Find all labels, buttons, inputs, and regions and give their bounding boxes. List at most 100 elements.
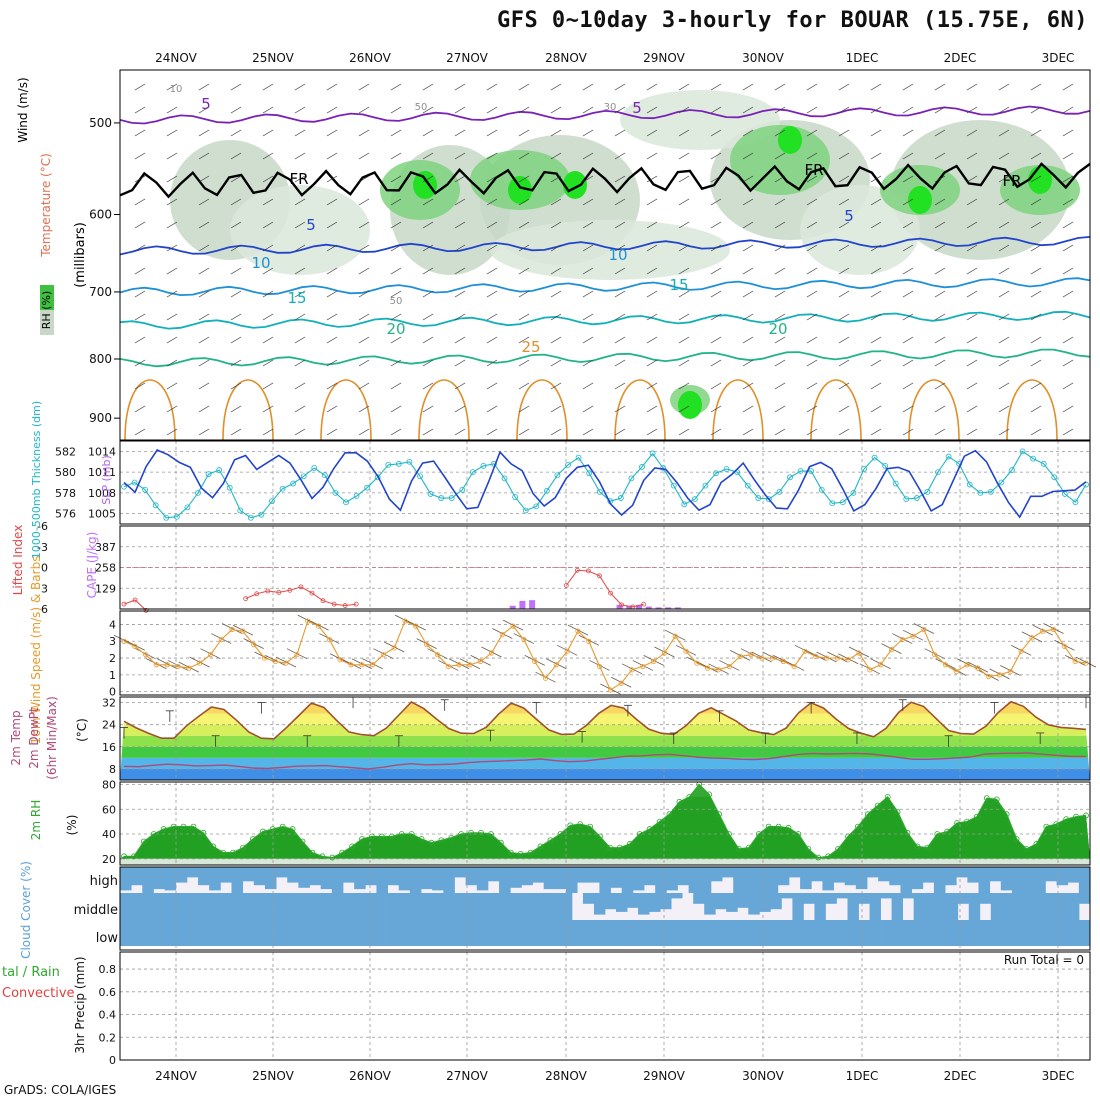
upper-wind-barb [166, 129, 178, 137]
cloud-bar [649, 893, 661, 912]
panel-frame [119, 440, 1091, 525]
upper-wind-barb [774, 313, 786, 321]
contour-label: 20 [768, 320, 787, 338]
upper-wind-barb [518, 382, 530, 390]
panel-frame [119, 525, 1091, 610]
upper-wind-barb [230, 83, 242, 91]
upper-wind-barb [678, 405, 690, 413]
cloud-bar [527, 893, 540, 920]
cloud-bar [803, 920, 815, 946]
cloud-bar [582, 920, 595, 946]
cloud-bar [748, 893, 760, 915]
upper-wind-barb [198, 267, 210, 275]
upper-wind-barb [550, 221, 562, 229]
upper-wind-barb [646, 313, 658, 321]
upper-wind-barb [646, 290, 658, 298]
upper-wind-barb [838, 405, 850, 413]
upper-wind-barb [934, 221, 946, 229]
wind-speed-line-marker [315, 623, 322, 629]
cloud-bar [521, 867, 533, 886]
cloud-bar [1067, 867, 1080, 883]
upper-wind-barb [134, 129, 146, 137]
upper-wind-barb [134, 198, 146, 206]
cloud-bar [792, 920, 804, 946]
surface-wind-barb [319, 633, 340, 644]
upper-wind-barb [294, 244, 306, 252]
upper-wind-barb [262, 405, 274, 413]
upper-wind-barb [934, 129, 946, 137]
upper-wind-barb [454, 129, 466, 137]
upper-wind-barb [198, 290, 210, 298]
upper-wind-barb [998, 313, 1010, 321]
thickness-line-marker [205, 471, 212, 478]
wind-speed-line-marker [478, 658, 484, 665]
upper-wind-barb [326, 221, 338, 229]
thickness-line-marker [216, 467, 223, 473]
cloud-bar [242, 867, 255, 882]
rh-line-marker [369, 833, 375, 840]
upper-wind-barb [198, 359, 210, 367]
upper-wind-barb [838, 106, 850, 114]
wind-speed-line-marker [532, 658, 538, 665]
upper-wind-barb [134, 405, 146, 413]
upper-wind-barb [966, 198, 978, 206]
upper-wind-barb [870, 244, 882, 252]
cloud-bar [836, 920, 848, 946]
isotherm-line [119, 310, 1091, 330]
upper-wind-barb [742, 290, 754, 298]
top-date-label: 30NOV [742, 51, 784, 65]
upper-wind-barb [390, 175, 402, 183]
upper-wind-barb [134, 152, 146, 160]
upper-wind-barb [870, 221, 882, 229]
rh-line-marker [230, 849, 236, 856]
upper-wind-barb [806, 336, 818, 344]
cloud-bar [616, 893, 628, 912]
panel-frame [119, 866, 1091, 951]
upper-wind-barb [294, 428, 306, 436]
rh-high-shading [678, 391, 702, 419]
cloud-bar [318, 893, 330, 920]
cloud-bar [833, 867, 846, 883]
contour-label: 10 [170, 84, 183, 95]
wind-speed-line-marker [434, 652, 441, 658]
upper-wind-barb [934, 313, 946, 321]
temperature-line [123, 700, 1087, 740]
thickness-tick-label: 580 [55, 466, 76, 479]
cloud-bar [1045, 893, 1058, 920]
wind-speed-line-marker [878, 662, 884, 668]
surface-wind-barb [967, 661, 989, 673]
upper-wind-barb [710, 106, 722, 114]
upper-wind-barb [294, 175, 306, 183]
upper-wind-barb [646, 336, 658, 344]
upper-wind-barb [614, 106, 626, 114]
upper-wind-barb [454, 290, 466, 298]
cloud-bar [990, 893, 1003, 920]
upper-wind-barb [1062, 198, 1074, 206]
wind-speed-line-marker [640, 663, 646, 670]
rh-line-marker [795, 831, 802, 837]
upper-wind-barb [1062, 83, 1074, 91]
upper-wind-barb [934, 83, 946, 91]
wind-speed-line-marker [1072, 658, 1078, 665]
cloud-bar [443, 867, 455, 893]
thickness-line-marker [913, 495, 920, 501]
cloud-bar [902, 893, 915, 899]
upper-wind-barb [358, 290, 370, 298]
wind-speed-line-marker [424, 641, 430, 648]
cape-axis-label: CAPE (J/kg) [85, 532, 99, 599]
upper-wind-barb [966, 290, 978, 298]
thickness-line-marker [300, 473, 307, 480]
cloud-bar [120, 893, 132, 920]
lifted-index-line-marker [342, 603, 348, 608]
cloud-bar [671, 920, 683, 946]
upper-wind-barb [454, 198, 466, 206]
wind-speed-line-marker [586, 638, 592, 644]
upper-wind-barb [1062, 152, 1074, 160]
upper-wind-barb [614, 129, 626, 137]
upper-wind-barb [358, 83, 370, 91]
cloud-bar [671, 893, 683, 899]
cloud-bar [351, 893, 363, 920]
thickness-line-marker [797, 468, 804, 474]
upper-wind-barb [422, 336, 434, 344]
surface-wind-barb [265, 655, 286, 666]
